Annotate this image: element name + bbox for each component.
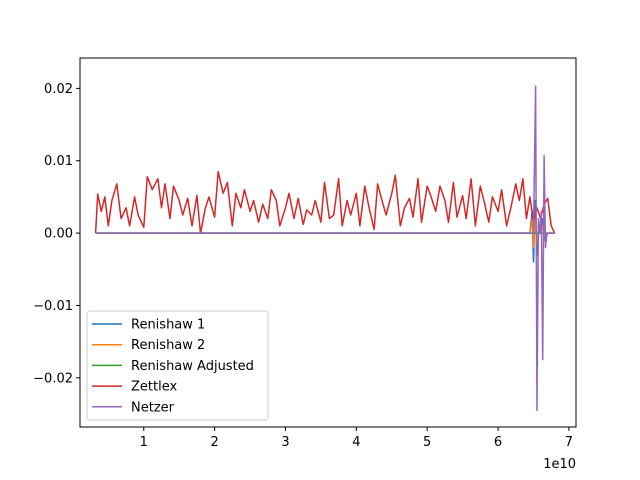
legend-label: Renishaw 2 <box>131 338 205 353</box>
x-tick-label: 4 <box>352 435 360 450</box>
legend-label: Netzer <box>131 400 175 415</box>
x-offset-label: 1e10 <box>543 457 576 472</box>
x-tick-label: 1 <box>140 435 148 450</box>
series-layer <box>94 85 556 412</box>
series-line-netzer <box>95 85 555 412</box>
y-tick-label: 0.00 <box>44 227 73 242</box>
plot-frame <box>79 57 577 428</box>
legend-label: Zettlex <box>131 380 177 395</box>
legend-frame <box>86 310 269 421</box>
legend-label: Renishaw 1 <box>131 318 205 333</box>
y-tick-label: −0.01 <box>33 299 73 314</box>
y-axis: 0.02 0.01 0.00 −0.01 −0.02 <box>33 82 80 386</box>
x-axis: 1 2 3 4 5 6 7 <box>140 427 573 450</box>
x-tick-label: 6 <box>494 435 502 450</box>
legend: Renishaw 1 Renishaw 2 Renishaw Adjusted Zet… <box>86 310 269 421</box>
y-tick-label: −0.02 <box>33 371 73 386</box>
y-tick-label: 0.02 <box>44 82 73 97</box>
x-tick-label: 7 <box>565 435 573 450</box>
x-tick-label: 2 <box>210 435 218 450</box>
series-line-zettlex <box>94 170 556 234</box>
x-tick-label: 3 <box>281 435 289 450</box>
y-tick-label: 0.01 <box>44 154 73 169</box>
x-tick-label: 5 <box>423 435 431 450</box>
legend-label: Renishaw Adjusted <box>131 359 254 374</box>
